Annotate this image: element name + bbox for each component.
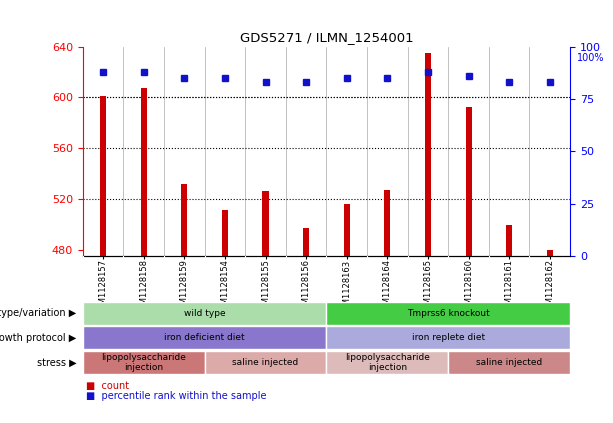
Bar — [83, 302, 326, 325]
Text: 100%: 100% — [576, 53, 604, 63]
Bar — [465, 107, 471, 256]
Text: GSM1128156: GSM1128156 — [302, 259, 311, 316]
Text: GSM1128161: GSM1128161 — [504, 259, 514, 316]
Text: GSM1128164: GSM1128164 — [383, 259, 392, 316]
Bar — [506, 225, 512, 256]
Text: ■  percentile rank within the sample: ■ percentile rank within the sample — [86, 391, 266, 401]
Text: wild type: wild type — [184, 309, 226, 318]
Text: Tmprss6 knockout: Tmprss6 knockout — [407, 309, 490, 318]
Text: GSM1128159: GSM1128159 — [180, 259, 189, 315]
Bar — [303, 228, 309, 256]
Bar — [384, 190, 390, 256]
Text: GSM1128162: GSM1128162 — [546, 259, 554, 316]
Text: GSM1128160: GSM1128160 — [464, 259, 473, 316]
Text: GSM1128165: GSM1128165 — [424, 259, 432, 316]
Text: iron replete diet: iron replete diet — [412, 333, 485, 342]
Text: growth protocol ▶: growth protocol ▶ — [0, 333, 77, 343]
Text: GSM1128154: GSM1128154 — [221, 259, 229, 315]
Text: stress ▶: stress ▶ — [37, 357, 77, 367]
Bar — [425, 53, 431, 256]
Text: GSM1128155: GSM1128155 — [261, 259, 270, 315]
Text: saline injected: saline injected — [232, 358, 299, 367]
Text: iron deficient diet: iron deficient diet — [164, 333, 245, 342]
Text: saline injected: saline injected — [476, 358, 543, 367]
Text: ■  count: ■ count — [86, 381, 129, 391]
Text: lipopolysaccharide
injection: lipopolysaccharide injection — [101, 353, 186, 372]
Text: lipopolysaccharide
injection: lipopolysaccharide injection — [345, 353, 430, 372]
Bar — [448, 351, 570, 374]
Bar — [326, 302, 570, 325]
Bar — [326, 351, 448, 374]
Text: GSM1128157: GSM1128157 — [99, 259, 107, 316]
Bar — [140, 88, 147, 256]
Bar — [222, 210, 228, 256]
Text: GSM1128163: GSM1128163 — [342, 259, 351, 316]
Bar — [326, 326, 570, 349]
Text: genotype/variation ▶: genotype/variation ▶ — [0, 308, 77, 318]
Bar — [205, 351, 327, 374]
Bar — [83, 351, 205, 374]
Bar — [547, 250, 553, 256]
Bar — [100, 96, 106, 256]
Bar — [181, 184, 188, 256]
Text: GSM1128158: GSM1128158 — [139, 259, 148, 316]
Title: GDS5271 / ILMN_1254001: GDS5271 / ILMN_1254001 — [240, 31, 413, 44]
Bar — [344, 204, 350, 256]
Bar — [83, 326, 326, 349]
Bar — [262, 191, 268, 256]
